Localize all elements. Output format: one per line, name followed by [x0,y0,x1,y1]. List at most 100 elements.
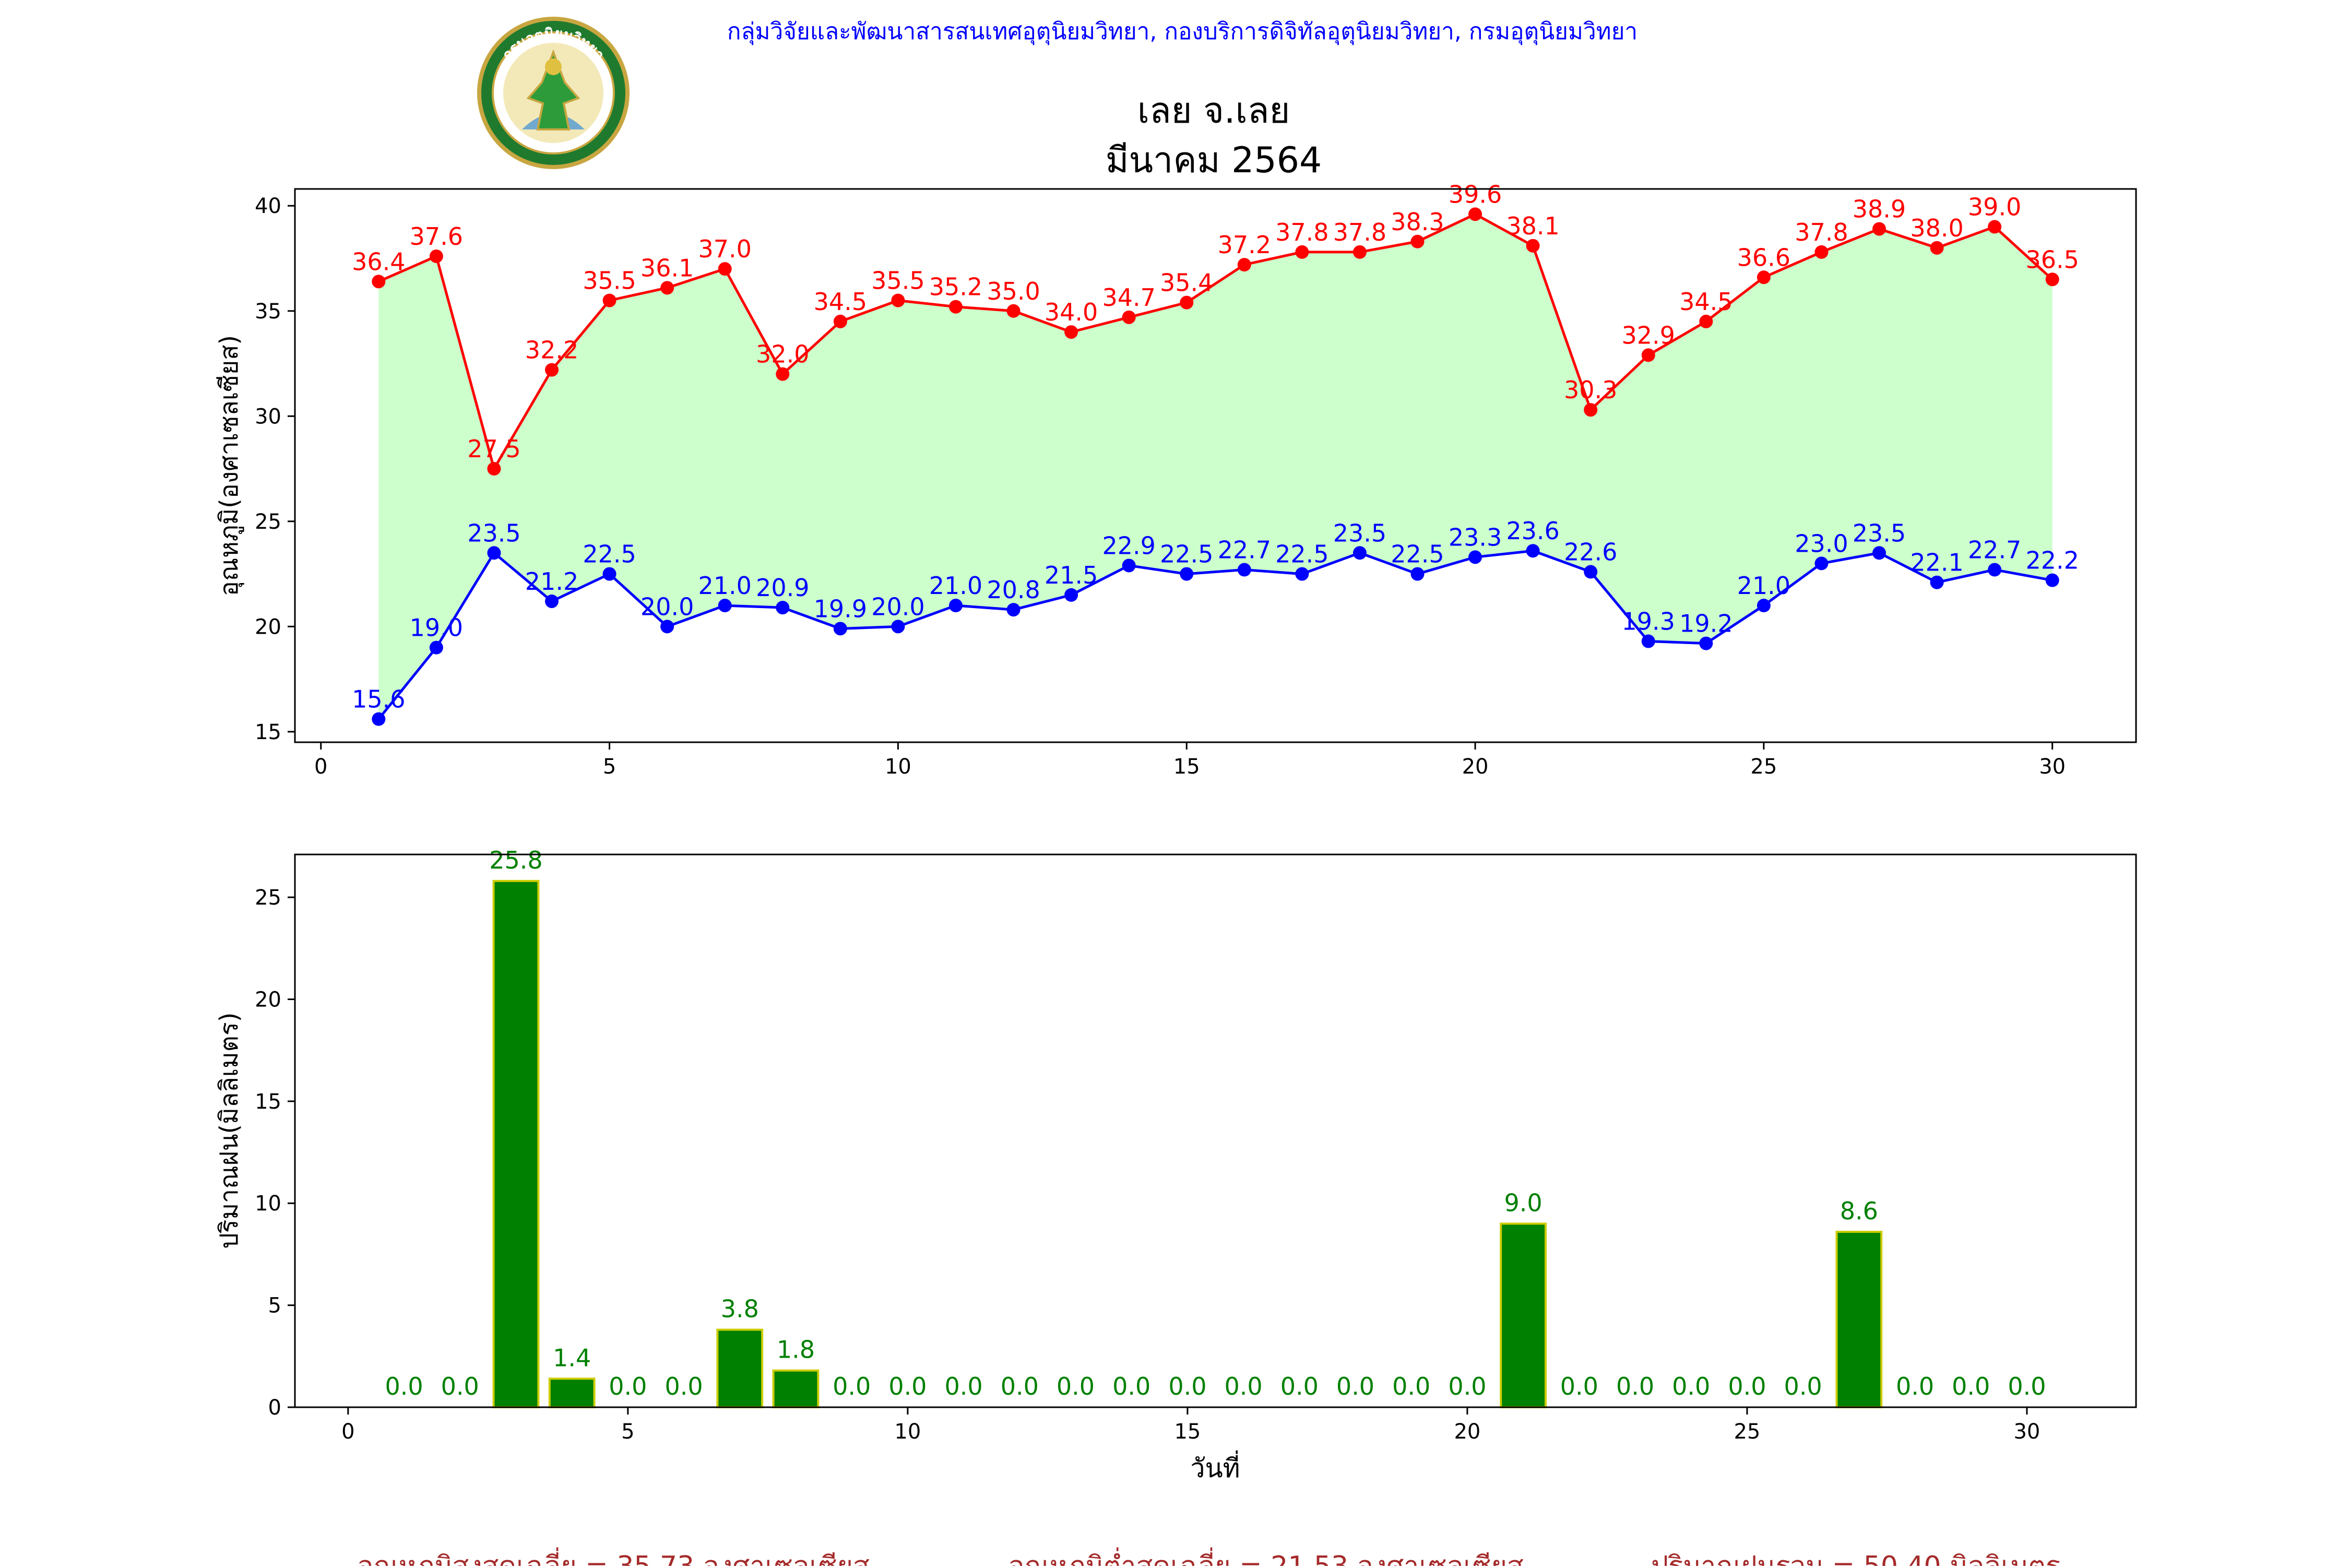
tmax-value-label: 32.2 [525,336,578,364]
temperature-y-axis-label: อุณหภูมิ(องศาเซลเซียส) [215,335,244,596]
tmin-value-label: 22.5 [583,540,636,568]
temp-x-tick-label: 30 [2039,755,2066,779]
tmin-point [1064,588,1078,602]
tmin-value-label: 20.8 [987,576,1040,604]
rain-bar [1500,1222,1547,1408]
tmin-point [891,620,905,634]
temp-y-tick-label: 40 [255,194,281,218]
rain-value-label: 0.0 [1336,1372,1374,1400]
rain-value-label: 0.0 [833,1372,871,1400]
tmax-value-label: 30.3 [1564,376,1617,404]
tmin-point [1006,603,1021,617]
tmax-point [1526,239,1540,253]
tmax-value-label: 37.2 [1218,231,1271,259]
tmin-value-label: 15.6 [352,685,405,714]
rain-value-label: 0.0 [1952,1372,1990,1400]
rainfall-axis-ticks: 0 5 10 15 20 25 30 0 5 10 15 20 25 [255,886,2040,1444]
tmin-point [1468,550,1482,564]
tmin-point [1641,634,1655,648]
rain-value-label: 8.6 [1840,1197,1878,1225]
rainfall-plot-frame [294,853,2137,1408]
tmin-point [776,601,790,615]
rain-value-label: 0.0 [1392,1372,1430,1400]
met-department-logo: กรมอุตุนิยมวิทยา METEOROLOGICAL DEPARTME… [477,17,630,169]
rain-value-label: 0.0 [441,1372,479,1400]
tmin-value-label: 20.0 [640,592,694,621]
rain-value-label: 0.0 [1280,1372,1319,1400]
tmin-value-label: 21.0 [698,572,751,600]
rain-value-label: 0.0 [1057,1372,1095,1400]
tmax-point [1410,234,1425,248]
tmax-point [1699,314,1713,328]
rain-value-label: 0.0 [1728,1372,1766,1400]
rain-value-label: 0.0 [1001,1372,1039,1400]
tmin-point [1930,575,1944,589]
tmax-point [1930,241,1944,255]
tmax-point [1584,403,1598,417]
tmax-value-label: 37.8 [1795,218,1848,246]
rain-value-label: 0.0 [609,1372,647,1400]
rain-value-label: 0.0 [1225,1372,1263,1400]
tmax-line [378,212,2054,472]
tmin-point [1353,546,1367,560]
temp-x-tick-label: 10 [885,755,911,779]
tmax-value-label: 37.8 [1275,218,1328,246]
tmax-point [372,275,386,289]
tmin-point [429,640,443,655]
temperature-plot-frame [294,188,2137,743]
tmax-value-label: 32.0 [756,340,809,369]
temp-x-tick-label: 0 [314,755,327,779]
tmin-point [545,594,559,608]
tmin-point [1122,559,1136,573]
temp-x-tick-label: 25 [1750,755,1777,779]
tmax-value-label: 36.1 [640,254,694,282]
tmin-value-label: 22.6 [1564,538,1617,566]
tmin-value-label: 21.0 [929,572,982,600]
tmax-value-label: 37.0 [698,235,751,263]
tmin-value-label: 21.0 [1737,572,1790,600]
tmin-point [1814,556,1829,571]
tmax-value-label: 34.7 [1102,283,1155,312]
chart-title-station: เลย จ.เลย [1137,90,1290,132]
tmax-point [1641,348,1655,362]
rain-value-label: 3.8 [721,1295,759,1323]
rain-value-label: 9.0 [1504,1189,1543,1217]
rain-value-label: 0.0 [888,1372,927,1400]
temp-y-tick-label: 20 [255,615,281,639]
tmin-point [1180,567,1194,581]
tmin-value-label: 23.5 [1853,519,1906,547]
tmax-point [1988,220,2002,234]
tmax-value-label: 38.9 [1853,195,1906,223]
rain-bar [548,1377,596,1408]
summary-avg-min: อุณหภูมิต่ำสุดเฉลี่ย = 21.53 องศาเซลเซีย… [1008,1547,1523,1566]
rain-value-label: 0.0 [2008,1372,2046,1400]
tmax-point [487,462,501,476]
tmin-value-label: 22.1 [1910,549,1963,577]
rain-value-label: 0.0 [1784,1372,1822,1400]
tmax-point [718,262,732,276]
tmax-value-label: 35.2 [929,273,982,301]
tmin-value-label: 19.2 [1679,610,1733,638]
tmin-value-label: 21.5 [1045,561,1098,589]
tmin-value-label: 22.7 [1218,536,1271,564]
tmin-point [948,599,963,613]
rain-value-label: 1.8 [777,1336,815,1364]
rain-x-tick-label: 25 [1734,1420,1760,1444]
rain-y-tick-label: 5 [268,1294,281,1318]
tmax-value-label: 35.0 [987,277,1040,305]
tmin-point [2045,573,2059,587]
tmin-point [1237,563,1251,577]
tmax-point [1468,207,1482,221]
rain-value-label: 0.0 [1672,1372,1710,1400]
rain-value-label: 0.0 [1112,1372,1150,1400]
rain-x-tick-label: 5 [621,1420,634,1444]
tmax-point [1757,270,1771,284]
tmin-point [1410,567,1425,581]
agency-line: กลุ่มวิจัยและพัฒนาสารสนเทศอุตุนิยมวิทยา,… [727,18,1638,45]
rain-y-tick-label: 15 [255,1090,281,1114]
rain-bar [716,1328,764,1409]
temp-x-tick-label: 20 [1462,755,1489,779]
rain-x-tick-label: 15 [1174,1420,1201,1444]
tmax-value-label: 35.5 [583,267,636,295]
